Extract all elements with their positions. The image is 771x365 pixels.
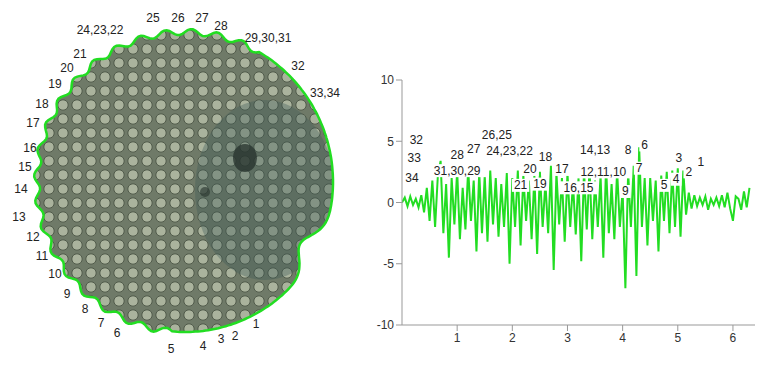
svg-text:19: 19 — [48, 77, 62, 91]
svg-text:15: 15 — [18, 160, 32, 174]
svg-text:34: 34 — [405, 171, 419, 185]
svg-text:10: 10 — [381, 73, 395, 87]
svg-text:2: 2 — [685, 165, 692, 179]
svg-text:2: 2 — [232, 329, 239, 343]
svg-text:18: 18 — [35, 97, 49, 111]
svg-text:5: 5 — [387, 135, 394, 149]
svg-text:11: 11 — [36, 249, 49, 263]
svg-text:13: 13 — [12, 210, 26, 224]
svg-text:24,23,22: 24,23,22 — [77, 23, 124, 37]
svg-text:7: 7 — [636, 161, 643, 175]
svg-text:8: 8 — [82, 302, 89, 316]
svg-text:20: 20 — [523, 162, 537, 176]
svg-text:29,30,31: 29,30,31 — [245, 31, 292, 45]
svg-text:16: 16 — [23, 141, 37, 155]
svg-text:4: 4 — [200, 339, 207, 353]
svg-text:24,23,22: 24,23,22 — [486, 144, 533, 158]
svg-text:20: 20 — [60, 61, 74, 75]
svg-text:1: 1 — [698, 155, 705, 169]
svg-text:25: 25 — [146, 11, 160, 25]
svg-text:31,30,29: 31,30,29 — [434, 164, 481, 178]
svg-text:12,11,10: 12,11,10 — [580, 165, 626, 179]
svg-text:19: 19 — [533, 177, 547, 191]
svg-text:10: 10 — [48, 267, 62, 281]
svg-text:8: 8 — [625, 143, 632, 157]
svg-text:3: 3 — [218, 332, 225, 346]
svg-text:6: 6 — [730, 331, 737, 345]
svg-text:18: 18 — [539, 150, 553, 164]
svg-text:16,15: 16,15 — [563, 181, 593, 195]
svg-text:-5: -5 — [383, 257, 394, 271]
svg-text:27: 27 — [467, 142, 481, 156]
svg-text:6: 6 — [641, 138, 648, 152]
svg-text:9: 9 — [622, 184, 629, 198]
svg-text:28: 28 — [214, 19, 228, 33]
svg-text:28: 28 — [450, 148, 464, 162]
svg-text:32: 32 — [410, 133, 424, 147]
svg-text:6: 6 — [114, 326, 121, 340]
svg-text:-10: -10 — [377, 318, 395, 332]
svg-text:1: 1 — [454, 331, 461, 345]
svg-text:21: 21 — [514, 178, 528, 192]
svg-text:33,34: 33,34 — [310, 86, 340, 100]
svg-text:0: 0 — [387, 196, 394, 210]
svg-text:4: 4 — [619, 331, 626, 345]
svg-text:17: 17 — [555, 162, 569, 176]
svg-text:3: 3 — [676, 151, 683, 165]
svg-text:21: 21 — [73, 47, 87, 61]
svg-text:7: 7 — [98, 316, 105, 330]
svg-text:5: 5 — [168, 342, 175, 356]
svg-text:14,13: 14,13 — [580, 143, 610, 157]
svg-text:26: 26 — [171, 11, 185, 25]
svg-text:1: 1 — [253, 317, 260, 331]
svg-text:3: 3 — [564, 331, 571, 345]
svg-text:27: 27 — [195, 11, 209, 25]
svg-text:5: 5 — [661, 178, 668, 192]
svg-text:32: 32 — [291, 59, 305, 73]
svg-text:5: 5 — [674, 331, 681, 345]
svg-text:4: 4 — [673, 172, 680, 186]
svg-text:17: 17 — [26, 116, 40, 130]
svg-text:14: 14 — [14, 182, 28, 196]
svg-text:2: 2 — [509, 331, 516, 345]
svg-text:33: 33 — [407, 151, 421, 165]
svg-text:9: 9 — [64, 287, 71, 301]
svg-text:26,25: 26,25 — [482, 128, 512, 142]
svg-text:12: 12 — [26, 230, 40, 244]
